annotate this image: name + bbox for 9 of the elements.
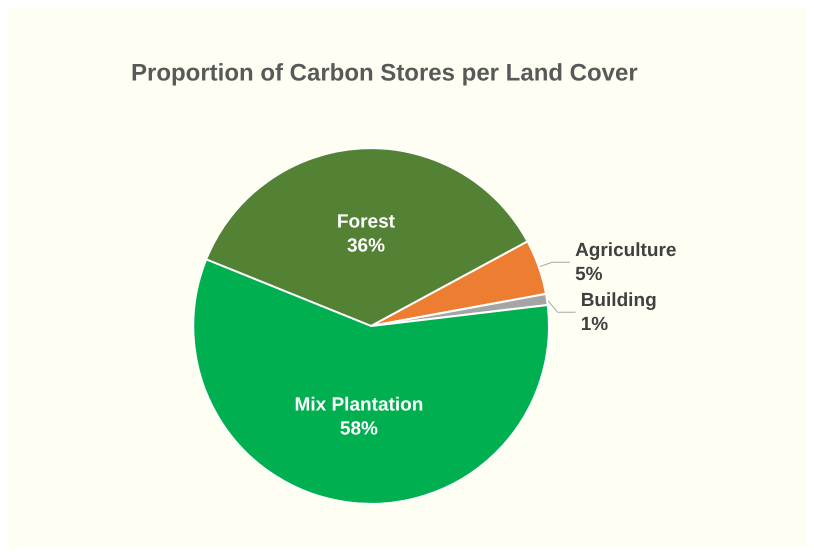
- data-label: 1%: [580, 314, 608, 335]
- data-label: 58%: [340, 418, 378, 440]
- data-label: 5%: [575, 264, 603, 285]
- data-label: 36%: [346, 236, 386, 257]
- slice-label: Agriculture: [575, 240, 676, 261]
- slice-label: Building: [580, 290, 657, 311]
- chart-title: Proportion of Carbon Stores per Land Cover: [131, 60, 638, 86]
- slice-label: Mix Plantation: [294, 394, 424, 416]
- slice-label: Forest: [336, 212, 396, 233]
